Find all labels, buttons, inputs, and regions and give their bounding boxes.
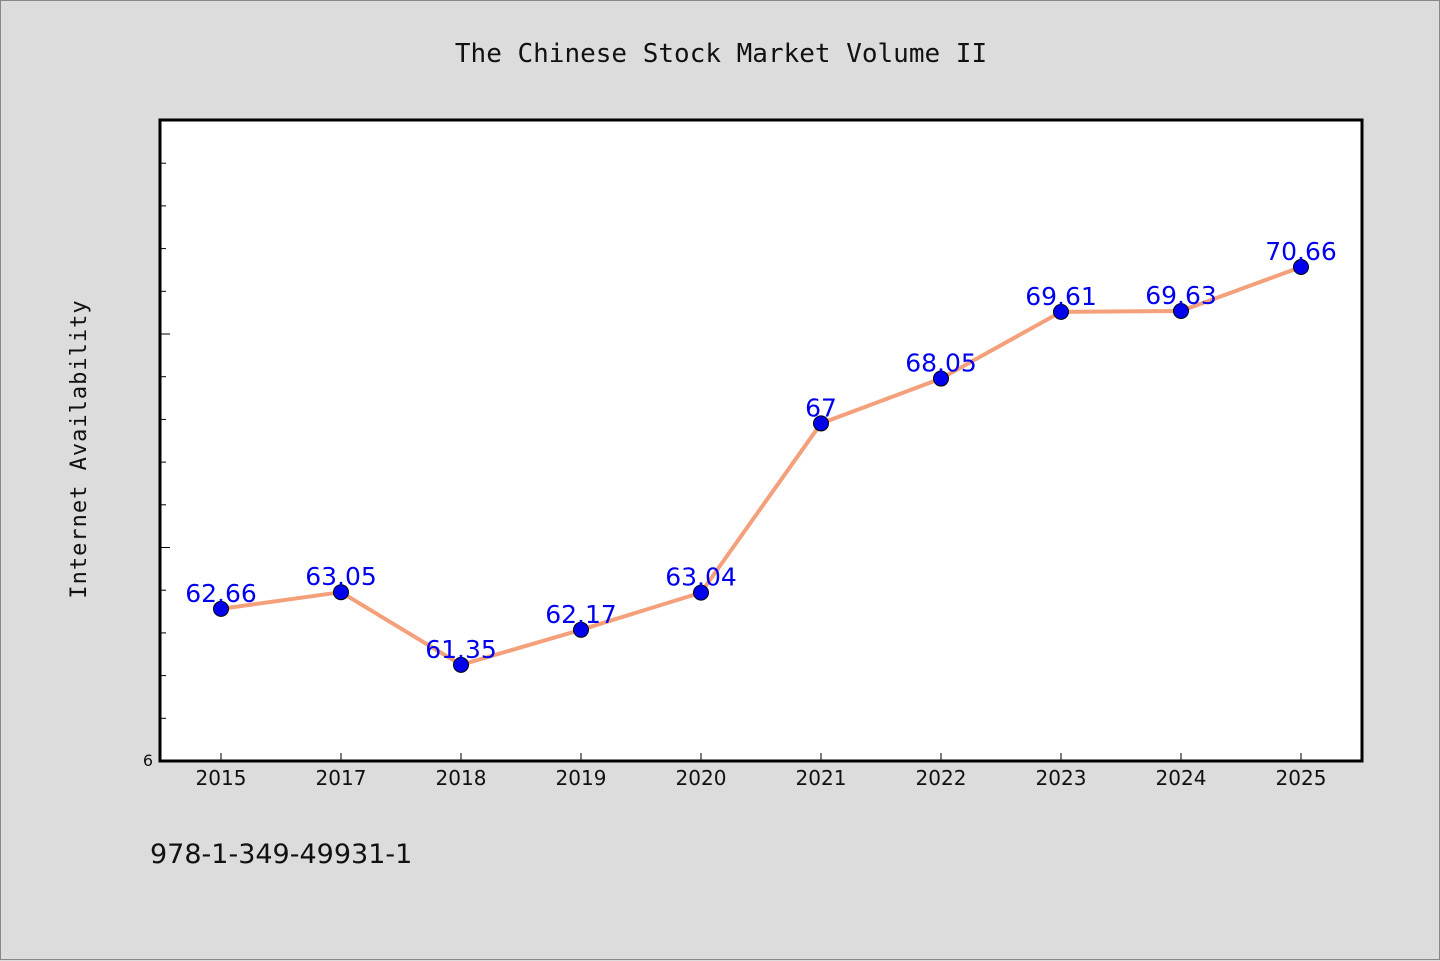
chart-title: The Chinese Stock Market Volume II xyxy=(455,39,987,69)
data-point-2024 xyxy=(1173,303,1189,320)
data-label-2025: 70.66 xyxy=(1265,237,1337,266)
data-point-2022 xyxy=(933,370,949,387)
data-point-2017 xyxy=(333,584,349,601)
data-point-2025 xyxy=(1293,259,1309,276)
y-axis-label: Internet Availability xyxy=(67,299,92,598)
data-point-2018 xyxy=(453,656,469,673)
data-point-2020 xyxy=(693,584,709,601)
x-tick-label-2023: 2023 xyxy=(1036,766,1087,790)
data-label-2020: 63.04 xyxy=(665,563,737,592)
x-axis-ticks: 2015 2017 2018 2019 2020 2021 2022 2023 2024 2025 xyxy=(196,753,1327,790)
x-tick-label-2020: 2020 xyxy=(676,766,727,790)
data-markers xyxy=(213,259,1309,673)
footnote-isbn: 978-1-349-49931-1 xyxy=(150,839,412,870)
data-point-2015 xyxy=(213,600,229,617)
y-tick-label: 6 xyxy=(143,751,153,770)
x-tick-label-2015: 2015 xyxy=(196,766,247,790)
data-point-2021 xyxy=(813,415,829,432)
data-point-2023 xyxy=(1053,303,1069,320)
x-tick-label-2019: 2019 xyxy=(556,766,607,790)
data-label-2018: 61.35 xyxy=(425,635,497,664)
data-label-2024: 69.63 xyxy=(1145,281,1217,310)
data-label-2017: 63.05 xyxy=(305,562,377,591)
x-tick-label-2017: 2017 xyxy=(316,766,367,790)
x-tick-label-2024: 2024 xyxy=(1156,766,1207,790)
x-tick-label-2022: 2022 xyxy=(916,766,967,790)
y-axis-ticks: 6 xyxy=(143,162,170,770)
data-point-2019 xyxy=(573,621,589,638)
x-tick-label-2025: 2025 xyxy=(1276,766,1327,790)
data-labels: 62.66 63.05 61.35 62.17 63.04 67 68.05 69.61 69.… xyxy=(185,237,1337,664)
data-label-2021: 67 xyxy=(805,393,837,422)
data-label-2022: 68.05 xyxy=(905,349,977,378)
x-tick-label-2018: 2018 xyxy=(436,766,487,790)
data-label-2015: 62.66 xyxy=(185,579,257,608)
data-label-2019: 62.17 xyxy=(545,600,617,629)
data-label-2023: 69.61 xyxy=(1025,282,1097,311)
plot-area xyxy=(158,118,1364,763)
series-line xyxy=(220,265,1302,667)
x-tick-label-2021: 2021 xyxy=(796,766,847,790)
